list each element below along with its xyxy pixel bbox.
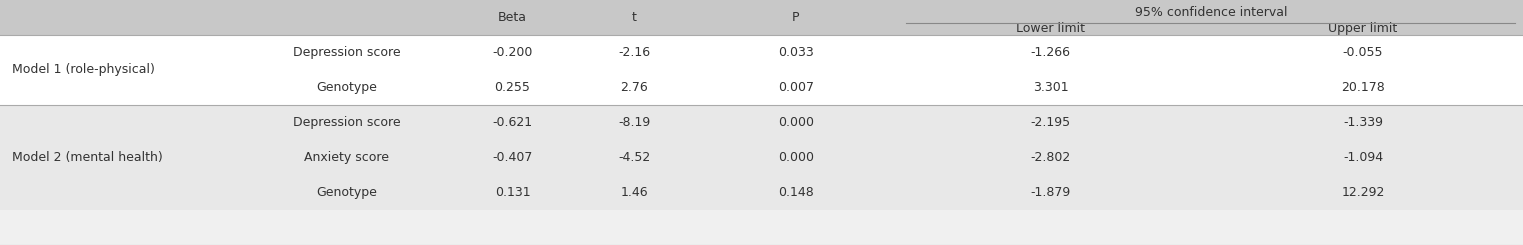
- Text: Depression score: Depression score: [292, 116, 401, 129]
- Text: -1.339: -1.339: [1343, 116, 1383, 129]
- Text: 0.000: 0.000: [778, 151, 813, 164]
- Text: 2.76: 2.76: [620, 81, 649, 94]
- Bar: [0, 0, 1523, 35]
- Text: -0.621: -0.621: [492, 116, 533, 129]
- Text: 0.148: 0.148: [778, 186, 813, 199]
- Text: Lower limit: Lower limit: [1016, 22, 1086, 35]
- Text: -8.19: -8.19: [618, 116, 650, 129]
- Text: Genotype: Genotype: [317, 186, 376, 199]
- Text: Beta: Beta: [498, 11, 527, 24]
- Text: -1.266: -1.266: [1031, 46, 1071, 59]
- Text: 0.131: 0.131: [495, 186, 530, 199]
- Text: 12.292: 12.292: [1342, 186, 1384, 199]
- Bar: [0, 140, 1523, 175]
- Bar: [0, 105, 1523, 140]
- Text: Model 2 (mental health): Model 2 (mental health): [12, 151, 163, 164]
- Text: 0.000: 0.000: [778, 116, 813, 129]
- Text: -1.879: -1.879: [1031, 186, 1071, 199]
- Text: 95% confidence interval: 95% confidence interval: [1135, 6, 1287, 19]
- Text: Genotype: Genotype: [317, 81, 376, 94]
- Text: -2.802: -2.802: [1031, 151, 1071, 164]
- Text: t: t: [632, 11, 637, 24]
- Text: 0.007: 0.007: [778, 81, 813, 94]
- Text: P: P: [792, 11, 800, 24]
- Text: 20.178: 20.178: [1342, 81, 1384, 94]
- Text: 0.033: 0.033: [778, 46, 813, 59]
- Text: -2.195: -2.195: [1031, 116, 1071, 129]
- Text: -0.407: -0.407: [492, 151, 533, 164]
- Text: Upper limit: Upper limit: [1328, 22, 1398, 35]
- Text: -1.094: -1.094: [1343, 151, 1383, 164]
- Bar: [0, 175, 1523, 210]
- Bar: [0, 35, 1523, 70]
- Text: -4.52: -4.52: [618, 151, 650, 164]
- Text: -0.055: -0.055: [1343, 46, 1383, 59]
- Text: -0.200: -0.200: [492, 46, 533, 59]
- Bar: [0, 70, 1523, 105]
- Text: 1.46: 1.46: [620, 186, 649, 199]
- Text: 3.301: 3.301: [1033, 81, 1069, 94]
- Text: Model 1 (role-physical): Model 1 (role-physical): [12, 63, 155, 76]
- Text: -2.16: -2.16: [618, 46, 650, 59]
- Text: 0.255: 0.255: [495, 81, 530, 94]
- Text: Depression score: Depression score: [292, 46, 401, 59]
- Text: Anxiety score: Anxiety score: [305, 151, 388, 164]
